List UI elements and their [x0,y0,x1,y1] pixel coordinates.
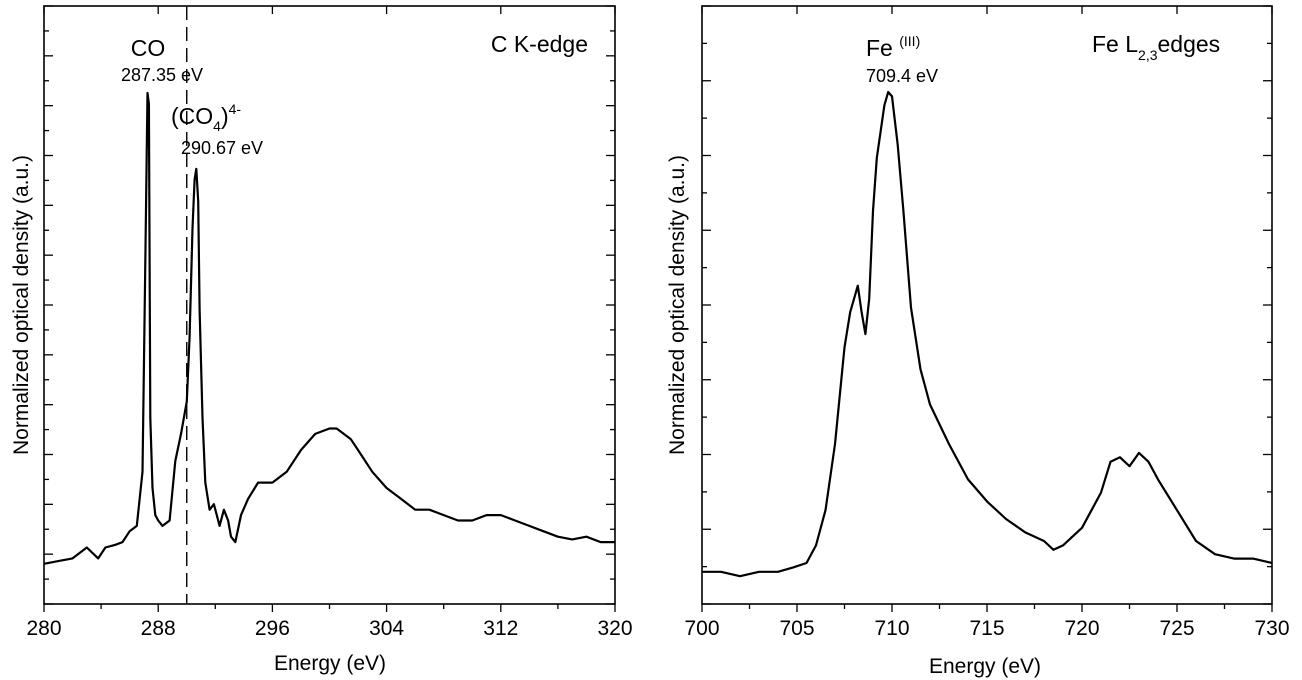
fe-peak-label: Fe (III) [866,33,920,61]
x-tick-label: 288 [141,617,176,640]
carbonate-label-close-paren: ) [221,103,229,129]
x-tick-label: 725 [1159,617,1194,640]
fe-title-rest: edges [1158,31,1221,57]
carbonate-label-subscript: 4 [213,118,221,134]
fe-peak-energy: 709.4 eV [866,66,938,86]
x-tick-label: 710 [874,617,909,640]
x-tick-label: 320 [597,617,632,640]
panel-title-c-k-edge: C K-edge [491,31,588,57]
left-plot-frame [43,5,616,605]
fe-peak-label-main: Fe [866,35,899,61]
panel-title-fe-l-edges: Fe L2,3edges [1092,31,1220,63]
fe-l-edge-spectrum-line [702,90,1273,578]
fe-l-edges-panel: 700 705 710 715 720 725 730 Fe L2,3edges Fe (I… [666,5,1290,678]
x-tick-label: 280 [26,617,61,640]
x-tick-label: 700 [684,617,719,640]
fe-title-main: Fe L [1092,31,1138,57]
x-tick-label: 304 [369,617,404,640]
co-peak-label: CO [131,35,166,61]
left-y-axis-label: Normalized optical density (a.u.) [10,155,33,455]
carbonate-peak-label: (CO4)4- [171,101,241,134]
c-k-edge-panel: 280 288 296 304 312 320 C K-edge CO 287.35 eV… [10,5,633,675]
carbonate-peak-energy: 290.67 eV [181,138,263,158]
x-tick-label: 730 [1254,617,1289,640]
right-x-axis-label: Energy (eV) [929,655,1041,678]
x-tick-label: 715 [969,617,1004,640]
co-peak-energy: 287.35 eV [121,65,203,85]
c-k-edge-spectrum-line [43,91,615,565]
right-y-axis-label: Normalized optical density (a.u.) [666,155,689,455]
x-tick-label: 705 [779,617,814,640]
left-x-axis-label: Energy (eV) [274,652,386,675]
right-y-ticks [702,5,1272,605]
right-x-ticks: 700 705 710 715 720 725 730 [684,6,1290,640]
right-plot-frame [701,5,1273,605]
carbonate-label-superscript: 4- [229,101,242,117]
fe-title-subscript: 2,3 [1138,47,1158,63]
x-tick-label: 720 [1064,617,1099,640]
x-tick-label: 296 [255,617,290,640]
left-y-ticks [44,5,615,605]
carbonate-label-main: (CO [171,103,213,129]
fe-peak-label-superscript: (III) [899,33,920,49]
x-tick-label: 312 [483,617,518,640]
left-x-ticks: 280 288 296 304 312 320 [26,6,633,640]
